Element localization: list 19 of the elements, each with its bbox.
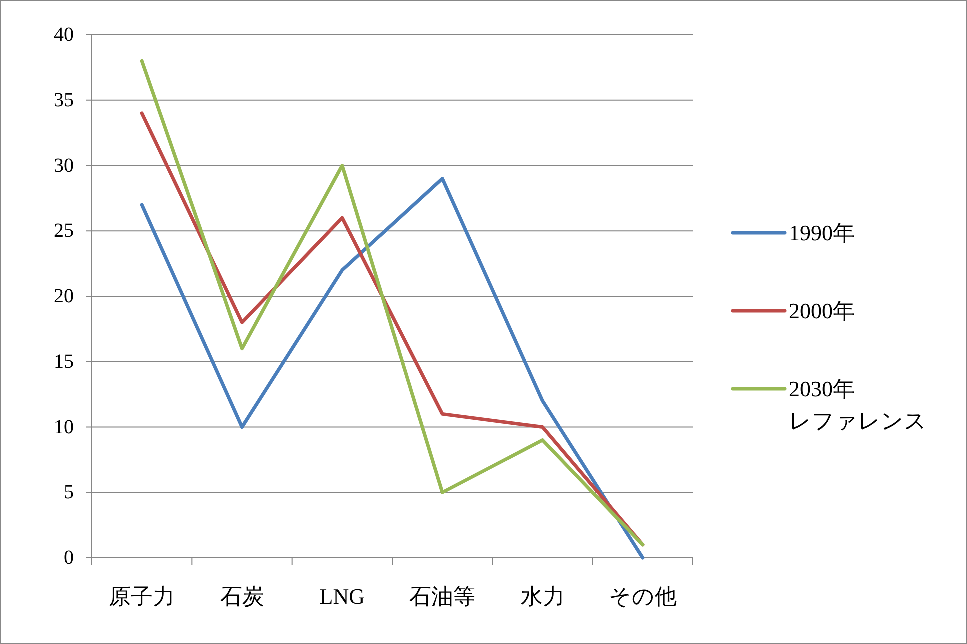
- x-tick-label: その他: [608, 584, 677, 609]
- y-tick-label: 0: [64, 547, 74, 569]
- y-tick-label: 20: [54, 286, 74, 308]
- y-tick-label: 10: [54, 416, 74, 438]
- x-tick-label: 石炭: [220, 584, 264, 609]
- y-tick-label: 25: [54, 220, 74, 242]
- y-tick-label: 35: [54, 89, 74, 112]
- legend-label: 2000年: [789, 298, 855, 324]
- x-tick-label: LNG: [320, 584, 366, 609]
- x-tick-label: 石油等: [410, 584, 476, 609]
- y-tick-label: 40: [54, 24, 74, 46]
- x-tick-label: 水力: [520, 584, 565, 609]
- y-tick-label: 30: [54, 154, 74, 177]
- x-tick-label: 原子力: [109, 584, 176, 609]
- line-series: [140, 177, 645, 560]
- y-tick-label: 5: [64, 482, 74, 504]
- legend-label: 2030年レファレンス: [789, 376, 927, 434]
- legend-label: 1990年: [789, 220, 855, 246]
- y-tick-label: 15: [54, 350, 74, 373]
